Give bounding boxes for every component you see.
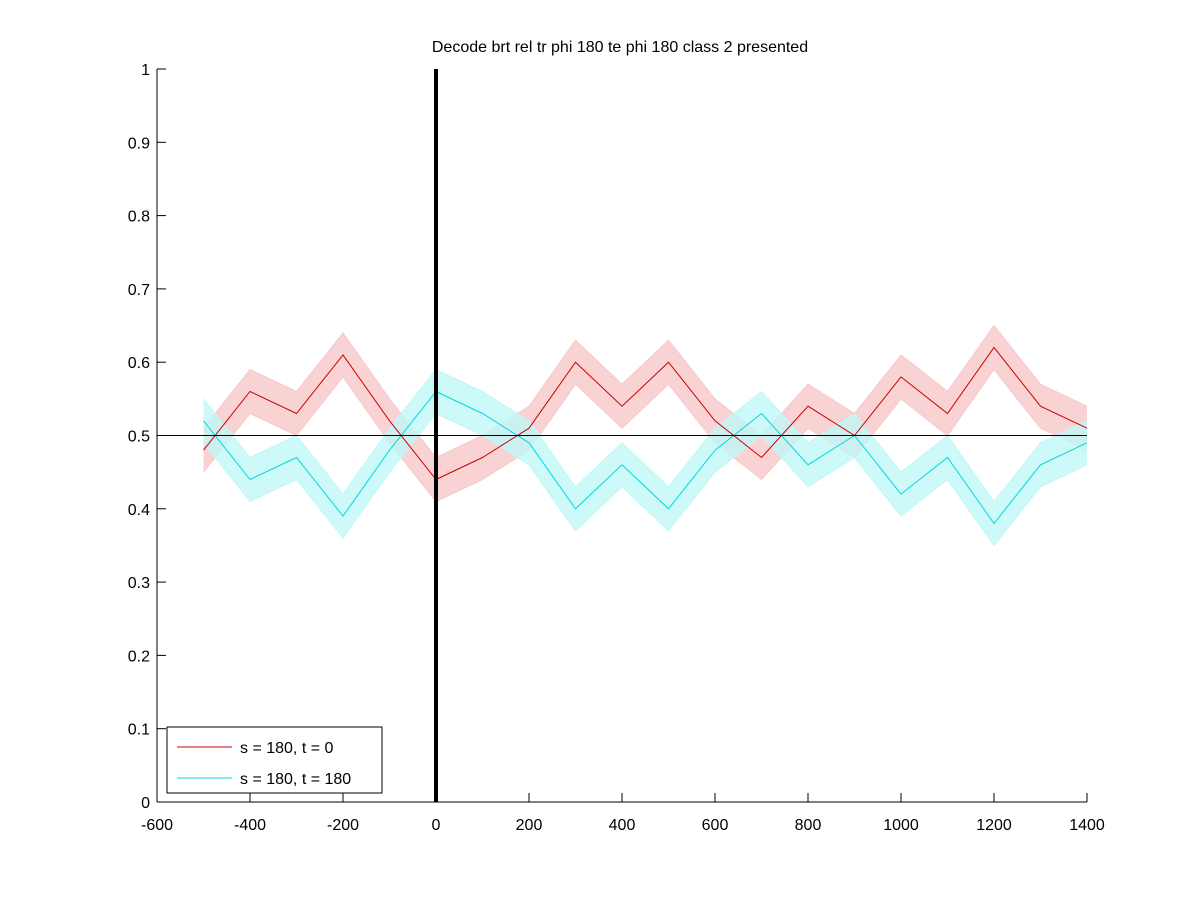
x-tick-label-6: 600: [702, 817, 729, 834]
x-tick-label-5: 400: [609, 817, 636, 834]
series-band-edge-lower-2: [203, 412, 1088, 547]
x-tick-label-2: -200: [327, 817, 359, 834]
x-tick-label-0: -600: [141, 817, 173, 834]
y-tick-label-2: 0.2: [128, 648, 150, 665]
y-tick-label-10: 1: [141, 62, 150, 79]
series-line-1: [203, 346, 1088, 481]
y-tick-label-4: 0.4: [128, 502, 150, 519]
y-tick-label-6: 0.6: [128, 355, 150, 372]
x-tick-label-8: 1000: [883, 817, 919, 834]
x-tick-label-3: 0: [432, 817, 441, 834]
series-band-edge-lower-1: [203, 368, 1088, 503]
y-tick-label-1: 0.1: [128, 722, 150, 739]
y-tick-label-9: 0.9: [128, 135, 150, 152]
y-tick-label-5: 0.5: [128, 429, 150, 446]
x-tick-label-7: 800: [795, 817, 822, 834]
legend-label-2: s = 180, t = 180: [240, 771, 351, 788]
axes: -600 -400 -200 0 200 400 600 800 1000 1200 1400 0 0.…: [128, 62, 1105, 834]
series-line-2: [203, 390, 1088, 525]
legend-label-1: s = 180, t = 0: [240, 740, 334, 757]
series-band-edge-upper-2: [203, 368, 1088, 503]
x-tick-label-10: 1400: [1069, 817, 1105, 834]
series-band-2: [203, 369, 1087, 546]
y-tick-label-3: 0.3: [128, 575, 150, 592]
legend-box: [166, 726, 383, 794]
x-tick-label-1: -400: [234, 817, 266, 834]
legend: s = 180, t = 0 s = 180, t = 180: [166, 726, 383, 794]
series-band-1: [203, 325, 1087, 502]
x-tick-label-9: 1200: [976, 817, 1012, 834]
y-tick-label-7: 0.7: [128, 282, 150, 299]
series-band-edge-upper-1: [203, 324, 1088, 459]
reference-lines: [157, 69, 1087, 802]
chart-title: Decode brt rel tr phi 180 te phi 180 cla…: [432, 39, 808, 56]
lines-layer: [203, 346, 1088, 525]
x-tick-label-4: 200: [516, 817, 543, 834]
bands-layer: [203, 324, 1088, 547]
y-tick-label-8: 0.8: [128, 209, 150, 226]
y-tick-label-0: 0: [141, 795, 150, 812]
